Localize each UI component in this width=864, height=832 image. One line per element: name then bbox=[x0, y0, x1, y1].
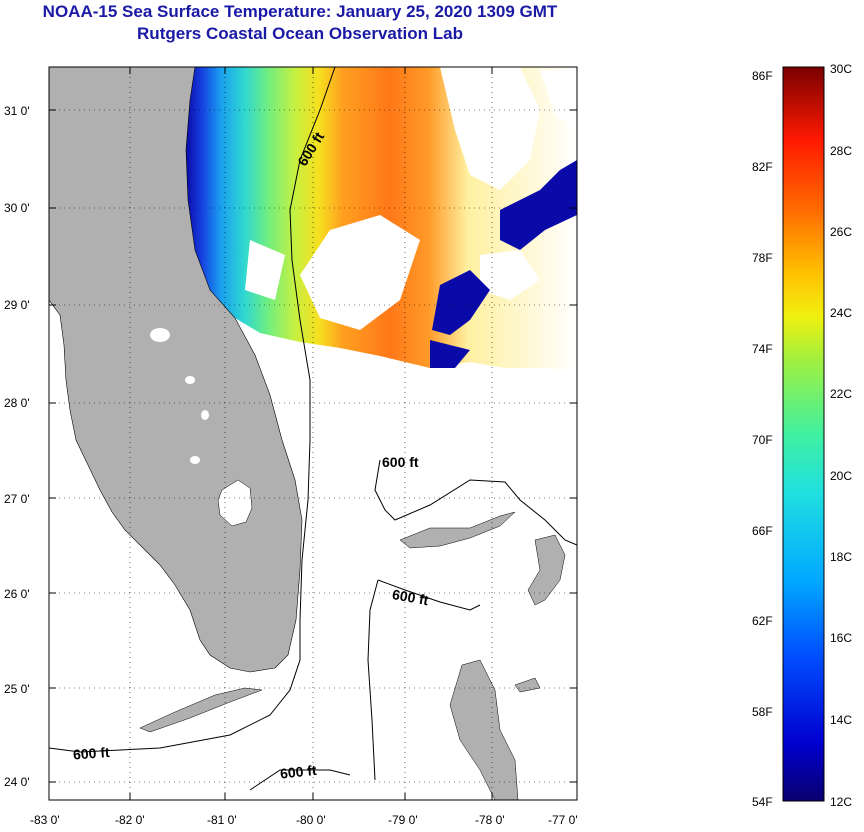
map-subtitle: Rutgers Coastal Ocean Observation Lab bbox=[137, 24, 463, 43]
lat-label: 29 0' bbox=[4, 298, 30, 312]
colorbar-f-label: 62F bbox=[752, 614, 773, 628]
lat-label: 25 0' bbox=[4, 682, 30, 696]
isobath-600ft bbox=[49, 67, 577, 791]
colorbar-c-label: 28C bbox=[830, 144, 852, 158]
colorbar-f-label: 70F bbox=[752, 433, 773, 447]
florida-keys bbox=[139, 687, 263, 733]
isobath-label: 600 ft bbox=[72, 744, 110, 763]
colorbar-f-label: 74F bbox=[752, 342, 773, 356]
map-title: NOAA-15 Sea Surface Temperature: January… bbox=[42, 2, 558, 21]
tick-marks bbox=[49, 67, 577, 800]
colorbar-c-label: 22C bbox=[830, 387, 852, 401]
colorbar-c-label: 26C bbox=[830, 225, 852, 239]
lon-label: -79 0' bbox=[388, 813, 418, 827]
lat-label: 24 0' bbox=[4, 775, 30, 789]
lon-label: -77 0' bbox=[548, 813, 578, 827]
lon-label: -80 0' bbox=[296, 813, 326, 827]
lake-okeechobee bbox=[217, 479, 253, 527]
colorbar-c-label: 12C bbox=[830, 795, 852, 809]
colorbar-c-label: 24C bbox=[830, 306, 852, 320]
colorbar-c-label: 20C bbox=[830, 469, 852, 483]
lon-label: -83 0' bbox=[30, 813, 60, 827]
cloud-mask bbox=[245, 67, 577, 330]
colorbar-c-label: 14C bbox=[830, 713, 852, 727]
graticule bbox=[49, 67, 578, 800]
lat-label: 27 0' bbox=[4, 492, 30, 506]
colorbar-f-label: 54F bbox=[752, 795, 773, 809]
isobath-label: 600 ft bbox=[382, 454, 419, 470]
colorbar-c-label: 30C bbox=[830, 62, 852, 76]
berry-islands bbox=[514, 677, 541, 693]
colorbar-c-label: 16C bbox=[830, 631, 852, 645]
colorbar-f-label: 82F bbox=[752, 160, 773, 174]
colorbar-c-label: 18C bbox=[830, 550, 852, 564]
lat-label: 26 0' bbox=[4, 587, 30, 601]
isobath-label: 600 ft bbox=[391, 586, 430, 608]
inland-lakes bbox=[150, 328, 209, 464]
cold-water bbox=[430, 160, 577, 368]
lon-label: -81 0' bbox=[207, 813, 237, 827]
isobath-label: 600 ft bbox=[279, 762, 317, 782]
colorbar-f-label: 66F bbox=[752, 524, 773, 538]
lon-label: -78 0' bbox=[475, 813, 505, 827]
abaco bbox=[527, 534, 566, 606]
andros-island bbox=[449, 659, 519, 800]
colorbar-scale bbox=[782, 66, 825, 802]
temperature-colorbar: 86F 82F 78F 74F 70F 66F 62F 58F 54F 30C … bbox=[752, 62, 852, 809]
lat-label: 30 0' bbox=[4, 201, 30, 215]
lat-label: 31 0' bbox=[4, 104, 30, 118]
colorbar-f-label: 86F bbox=[752, 69, 773, 83]
colorbar-f-label: 58F bbox=[752, 705, 773, 719]
lon-label: -82 0' bbox=[115, 813, 145, 827]
lat-label: 28 0' bbox=[4, 396, 30, 410]
grand-bahama bbox=[399, 511, 516, 549]
colorbar-f-label: 78F bbox=[752, 251, 773, 265]
